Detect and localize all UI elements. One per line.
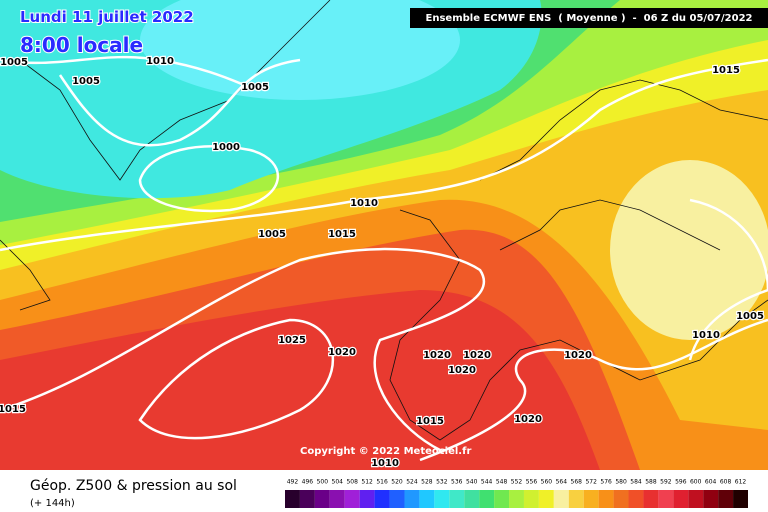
scale-label: 568 xyxy=(571,479,583,486)
scale-label: 504 xyxy=(332,479,344,486)
isobar-label: 1020 xyxy=(423,350,451,361)
copyright: Copyright © 2022 Meteociel.fr xyxy=(300,446,471,457)
isobar-label: 1005 xyxy=(258,229,286,240)
isobar-label: 1015 xyxy=(712,65,740,76)
scale-label: 580 xyxy=(615,479,627,486)
isobars xyxy=(0,55,768,462)
date: Lundi 11 juillet 2022 xyxy=(20,8,194,26)
scale-swatch xyxy=(509,490,524,508)
isobar-label: 1020 xyxy=(514,414,542,425)
scale-label: 600 xyxy=(690,479,702,486)
scale-label: 572 xyxy=(585,479,597,486)
isobar-label: 1020 xyxy=(564,350,592,361)
scale-label: 552 xyxy=(511,479,523,486)
scale-swatch xyxy=(299,490,315,508)
isobar-label: 1020 xyxy=(328,347,356,358)
isobar-label: 1015 xyxy=(416,416,444,427)
scale-swatch xyxy=(733,490,748,508)
scale-label: 584 xyxy=(630,479,642,486)
scale-label: 508 xyxy=(346,479,358,486)
scale-swatch xyxy=(688,490,704,508)
scale-swatch xyxy=(329,490,345,508)
isobar-label: 1005 xyxy=(0,57,28,68)
scale-swatch xyxy=(568,490,584,508)
color-scale: 492 496 500 504 508 512 516 520 524 528 532 536 540 5… xyxy=(285,479,748,508)
scale-label: 520 xyxy=(391,479,403,486)
scale-swatch xyxy=(598,490,614,508)
isobar-label: 1005 xyxy=(736,311,764,322)
scale-swatch xyxy=(494,490,510,508)
scale-label: 544 xyxy=(481,479,493,486)
isobar-label: 1020 xyxy=(448,365,476,376)
isobar-label: 1005 xyxy=(241,82,269,93)
scale-swatch xyxy=(553,490,569,508)
time: 8:00 locale xyxy=(20,33,143,57)
scale-label: 532 xyxy=(436,479,448,486)
isobar-label: 1020 xyxy=(463,350,491,361)
scale-swatch xyxy=(479,490,495,508)
scale-swatch xyxy=(718,490,734,508)
map-background xyxy=(0,0,768,470)
scale-swatch xyxy=(538,490,554,508)
isobar-label: 1010 xyxy=(371,458,399,469)
scale-swatch xyxy=(449,490,465,508)
scale-label: 604 xyxy=(705,479,717,486)
scale-label: 596 xyxy=(675,479,687,486)
isobar-label: 1005 xyxy=(72,76,100,87)
forecast-lead: (+ 144h) xyxy=(30,498,75,509)
isobar-label: 1000 xyxy=(212,142,240,153)
scale-label: 576 xyxy=(600,479,612,486)
scale-label: 528 xyxy=(421,479,433,486)
isobar-label: 1010 xyxy=(350,198,378,209)
isobar-label: 1010 xyxy=(146,56,174,67)
scale-swatch xyxy=(389,490,405,508)
scale-swatch xyxy=(404,490,420,508)
scale-swatch xyxy=(643,490,659,508)
scale-swatch xyxy=(673,490,689,508)
model-banner xyxy=(410,8,768,28)
scale-swatch xyxy=(344,490,360,508)
scale-label: 536 xyxy=(451,479,463,486)
scale-swatch xyxy=(464,490,480,508)
scale-label: 500 xyxy=(317,479,329,486)
scale-swatch xyxy=(374,490,390,508)
footer-title: Géop. Z500 & pression au sol xyxy=(30,478,237,494)
scale-swatch xyxy=(434,490,450,508)
scale-swatch xyxy=(613,490,629,508)
scale-swatch xyxy=(314,490,330,508)
scale-label: 492 xyxy=(287,479,299,486)
scale-label: 512 xyxy=(361,479,373,486)
isobar-label: 1015 xyxy=(0,404,26,415)
scale-swatch xyxy=(658,490,674,508)
scale-label: 608 xyxy=(720,479,732,486)
scale-label: 540 xyxy=(466,479,478,486)
coastlines xyxy=(0,0,768,441)
scale-label: 516 xyxy=(376,479,388,486)
scale-swatch xyxy=(359,490,375,508)
scale-label: 560 xyxy=(541,479,553,486)
scale-swatch xyxy=(419,490,435,508)
scale-label: 612 xyxy=(735,479,747,486)
scale-swatch xyxy=(628,490,644,508)
isobar-label: 1010 xyxy=(692,330,720,341)
model-info: Ensemble ECMWF ENS ( Moyenne ) - 06 Z du… xyxy=(426,13,753,24)
scale-swatch xyxy=(703,490,719,508)
scale-label: 496 xyxy=(302,479,314,486)
scale-label: 592 xyxy=(660,479,672,486)
isobar-label: 1025 xyxy=(278,335,306,346)
scale-label: 556 xyxy=(526,479,538,486)
scale-label: 524 xyxy=(406,479,418,486)
scale-label: 564 xyxy=(556,479,568,486)
scale-swatch xyxy=(285,490,300,508)
isobar-labels: 1005 1005 1010 1005 1000 1010 1005 1015 1015 1025… xyxy=(0,55,765,471)
scale-swatch xyxy=(523,490,539,508)
scale-swatch xyxy=(583,490,599,508)
scale-label: 548 xyxy=(496,479,508,486)
isobar-label: 1015 xyxy=(328,229,356,240)
scale-label: 588 xyxy=(645,479,657,486)
